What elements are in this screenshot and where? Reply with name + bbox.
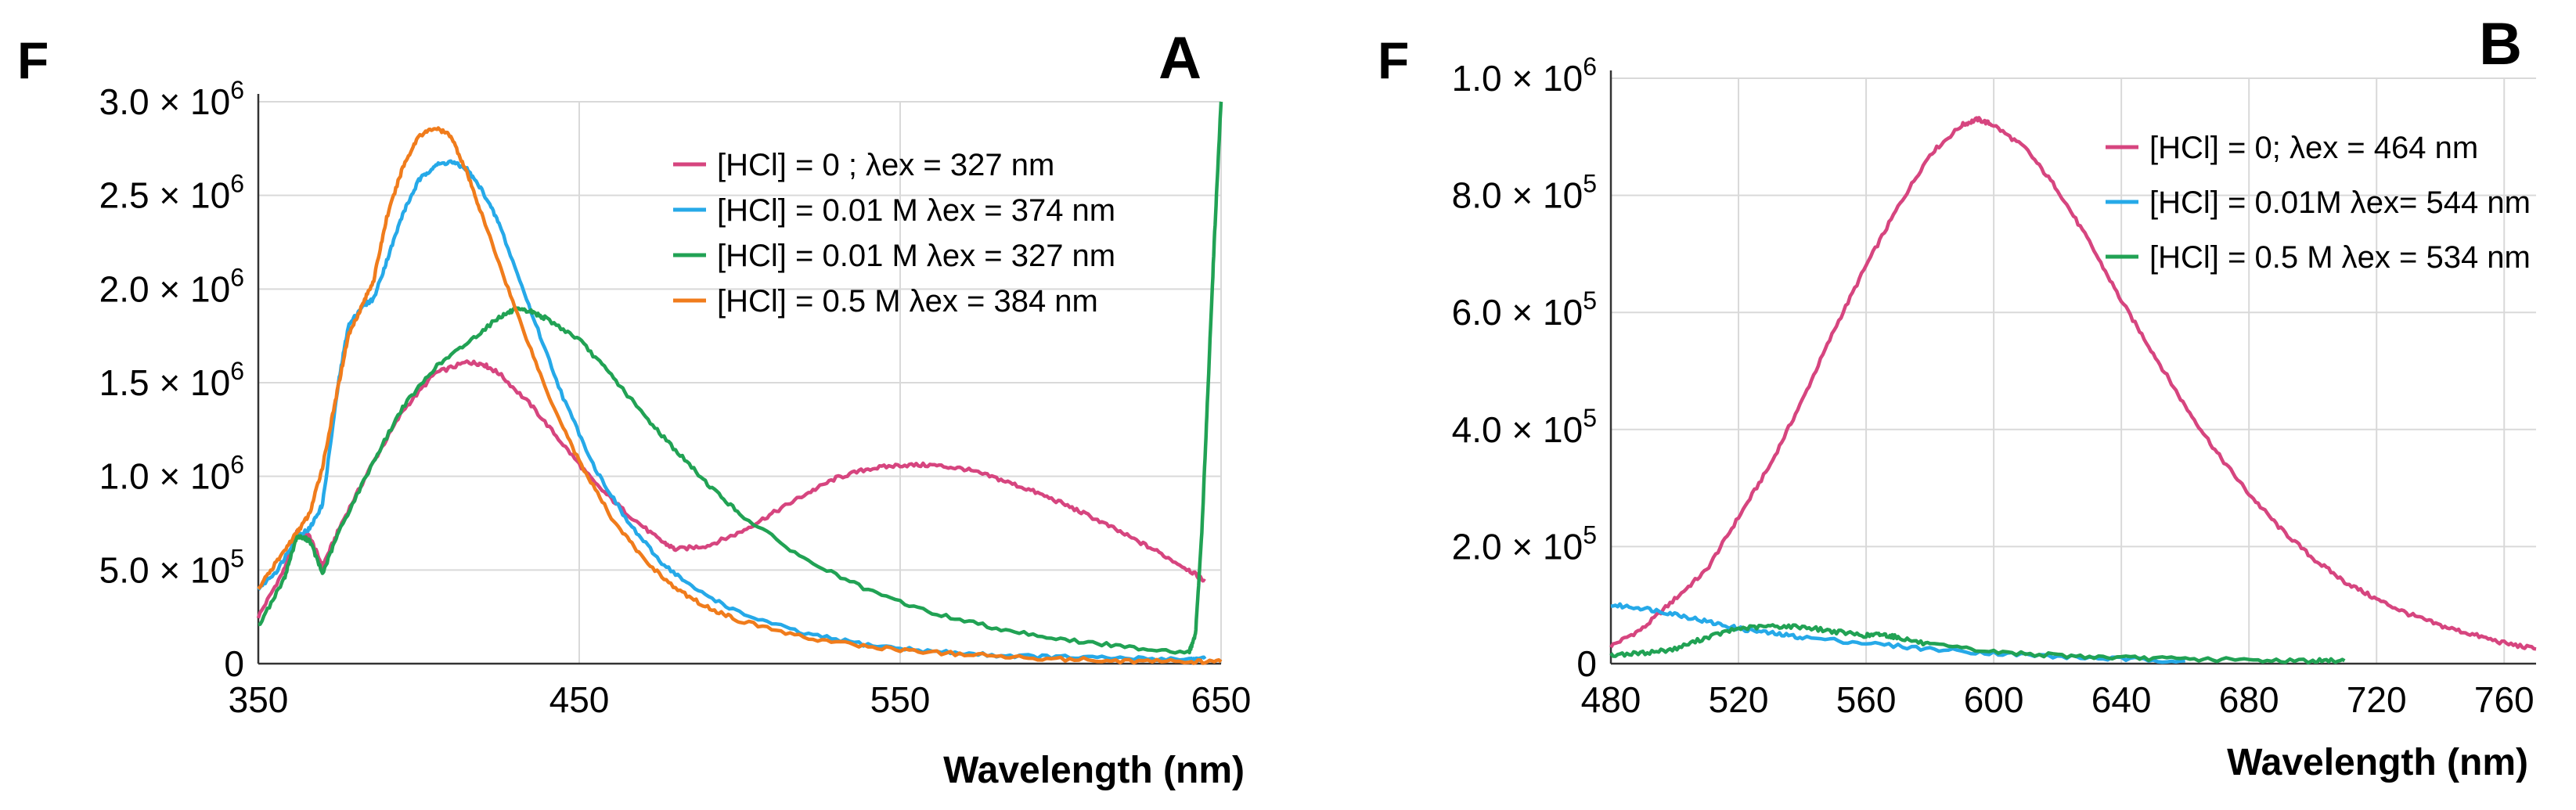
x-tick-label: 760 bbox=[2474, 679, 2535, 720]
x-tick-label: 560 bbox=[1836, 679, 1897, 720]
y-axis-label: F bbox=[17, 31, 49, 89]
series-line bbox=[256, 359, 1206, 619]
y-tick-label: 6.0 × 105 bbox=[1452, 286, 1597, 333]
x-tick-label: 680 bbox=[2219, 679, 2279, 720]
panel-b-chart: 480 520 560 600 640 680 720 760 0 2.0 × 105 4.0 × … bbox=[1378, 11, 2537, 783]
legend-label: [HCl] = 0.5 M λex = 534 nm bbox=[2149, 240, 2531, 275]
y-tick-label: 2.0 × 105 bbox=[1452, 520, 1597, 567]
legend-label: [HCl] = 0.01 M λex = 327 nm bbox=[717, 239, 1115, 273]
y-tick-label: 5.0 × 105 bbox=[99, 544, 244, 590]
y-tick-label: 0 bbox=[224, 643, 244, 684]
y-tick-label: 2.5 × 106 bbox=[99, 170, 244, 216]
x-tick-label: 450 bbox=[549, 679, 610, 720]
y-tick-label: 4.0 × 105 bbox=[1452, 404, 1597, 450]
legend-label: [HCl] = 0.5 M λex = 384 nm bbox=[717, 284, 1098, 319]
series-line bbox=[1609, 116, 2537, 651]
y-tick-label: 1.5 × 106 bbox=[99, 357, 244, 403]
x-tick-label: 640 bbox=[2091, 679, 2152, 720]
x-tick-label: 720 bbox=[2347, 679, 2407, 720]
x-tick-label: 350 bbox=[229, 679, 289, 720]
legend-label: [HCl] = 0.01 M λex = 374 nm bbox=[717, 193, 1115, 228]
x-axis-label: Wavelength (nm) bbox=[2227, 742, 2528, 783]
legend: [HCl] = 0 ; λex = 327 nm [HCl] = 0.01 M λ… bbox=[673, 148, 1115, 319]
series-line bbox=[1609, 623, 2346, 665]
x-tick-label: 520 bbox=[1709, 679, 1769, 720]
y-tick-label: 0 bbox=[1576, 643, 1597, 684]
y-tick-label: 1.0 × 106 bbox=[99, 451, 244, 497]
y-tick-label: 3.0 × 106 bbox=[99, 76, 244, 122]
x-tick-label: 650 bbox=[1191, 679, 1252, 720]
y-tick-label: 2.0 × 106 bbox=[99, 263, 244, 309]
gridlines bbox=[258, 101, 1222, 664]
panel-a-chart: 350 450 550 650 0 5.0 × 105 1.0 × 106 1.5 × 106… bbox=[17, 25, 1251, 791]
series-lines bbox=[1609, 116, 2537, 665]
x-tick-label: 600 bbox=[1964, 679, 2024, 720]
y-tick-label: 1.0 × 106 bbox=[1452, 52, 1597, 99]
panel-letter: B bbox=[2479, 11, 2522, 77]
series-lines bbox=[256, 101, 1223, 665]
panel-letter: A bbox=[1158, 25, 1202, 92]
series-line bbox=[1610, 602, 2185, 664]
y-axis-label: F bbox=[1378, 31, 1409, 89]
legend-label: [HCl] = 0; λex = 464 nm bbox=[2149, 131, 2478, 165]
series-line bbox=[257, 126, 1223, 665]
series-line bbox=[258, 101, 1223, 655]
legend: [HCl] = 0; λex = 464 nm [HCl] = 0.01M λex… bbox=[2106, 131, 2531, 275]
y-tick-label: 8.0 × 105 bbox=[1452, 170, 1597, 216]
gridlines bbox=[1610, 77, 2536, 664]
x-tick-label: 480 bbox=[1581, 679, 1641, 720]
x-tick-label: 550 bbox=[870, 679, 931, 720]
legend-label: [HCl] = 0 ; λex = 327 nm bbox=[717, 148, 1054, 182]
x-axis-label: Wavelength (nm) bbox=[943, 750, 1245, 791]
legend-label: [HCl] = 0.01M λex= 544 nm bbox=[2149, 185, 2531, 220]
